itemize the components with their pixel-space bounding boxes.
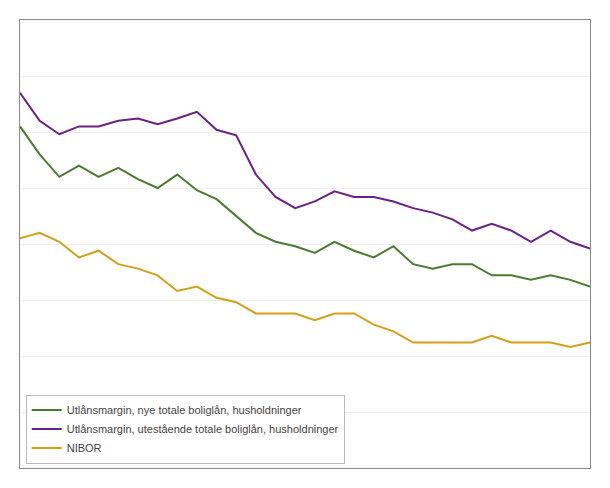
svg-text:Utlånsmargin, utestående total: Utlånsmargin, utestående totale boliglån… [67, 423, 339, 435]
svg-text:Utlånsmargin, nye totale bolig: Utlånsmargin, nye totale boliglån, husho… [67, 404, 302, 416]
svg-text:NIBOR: NIBOR [67, 442, 102, 454]
